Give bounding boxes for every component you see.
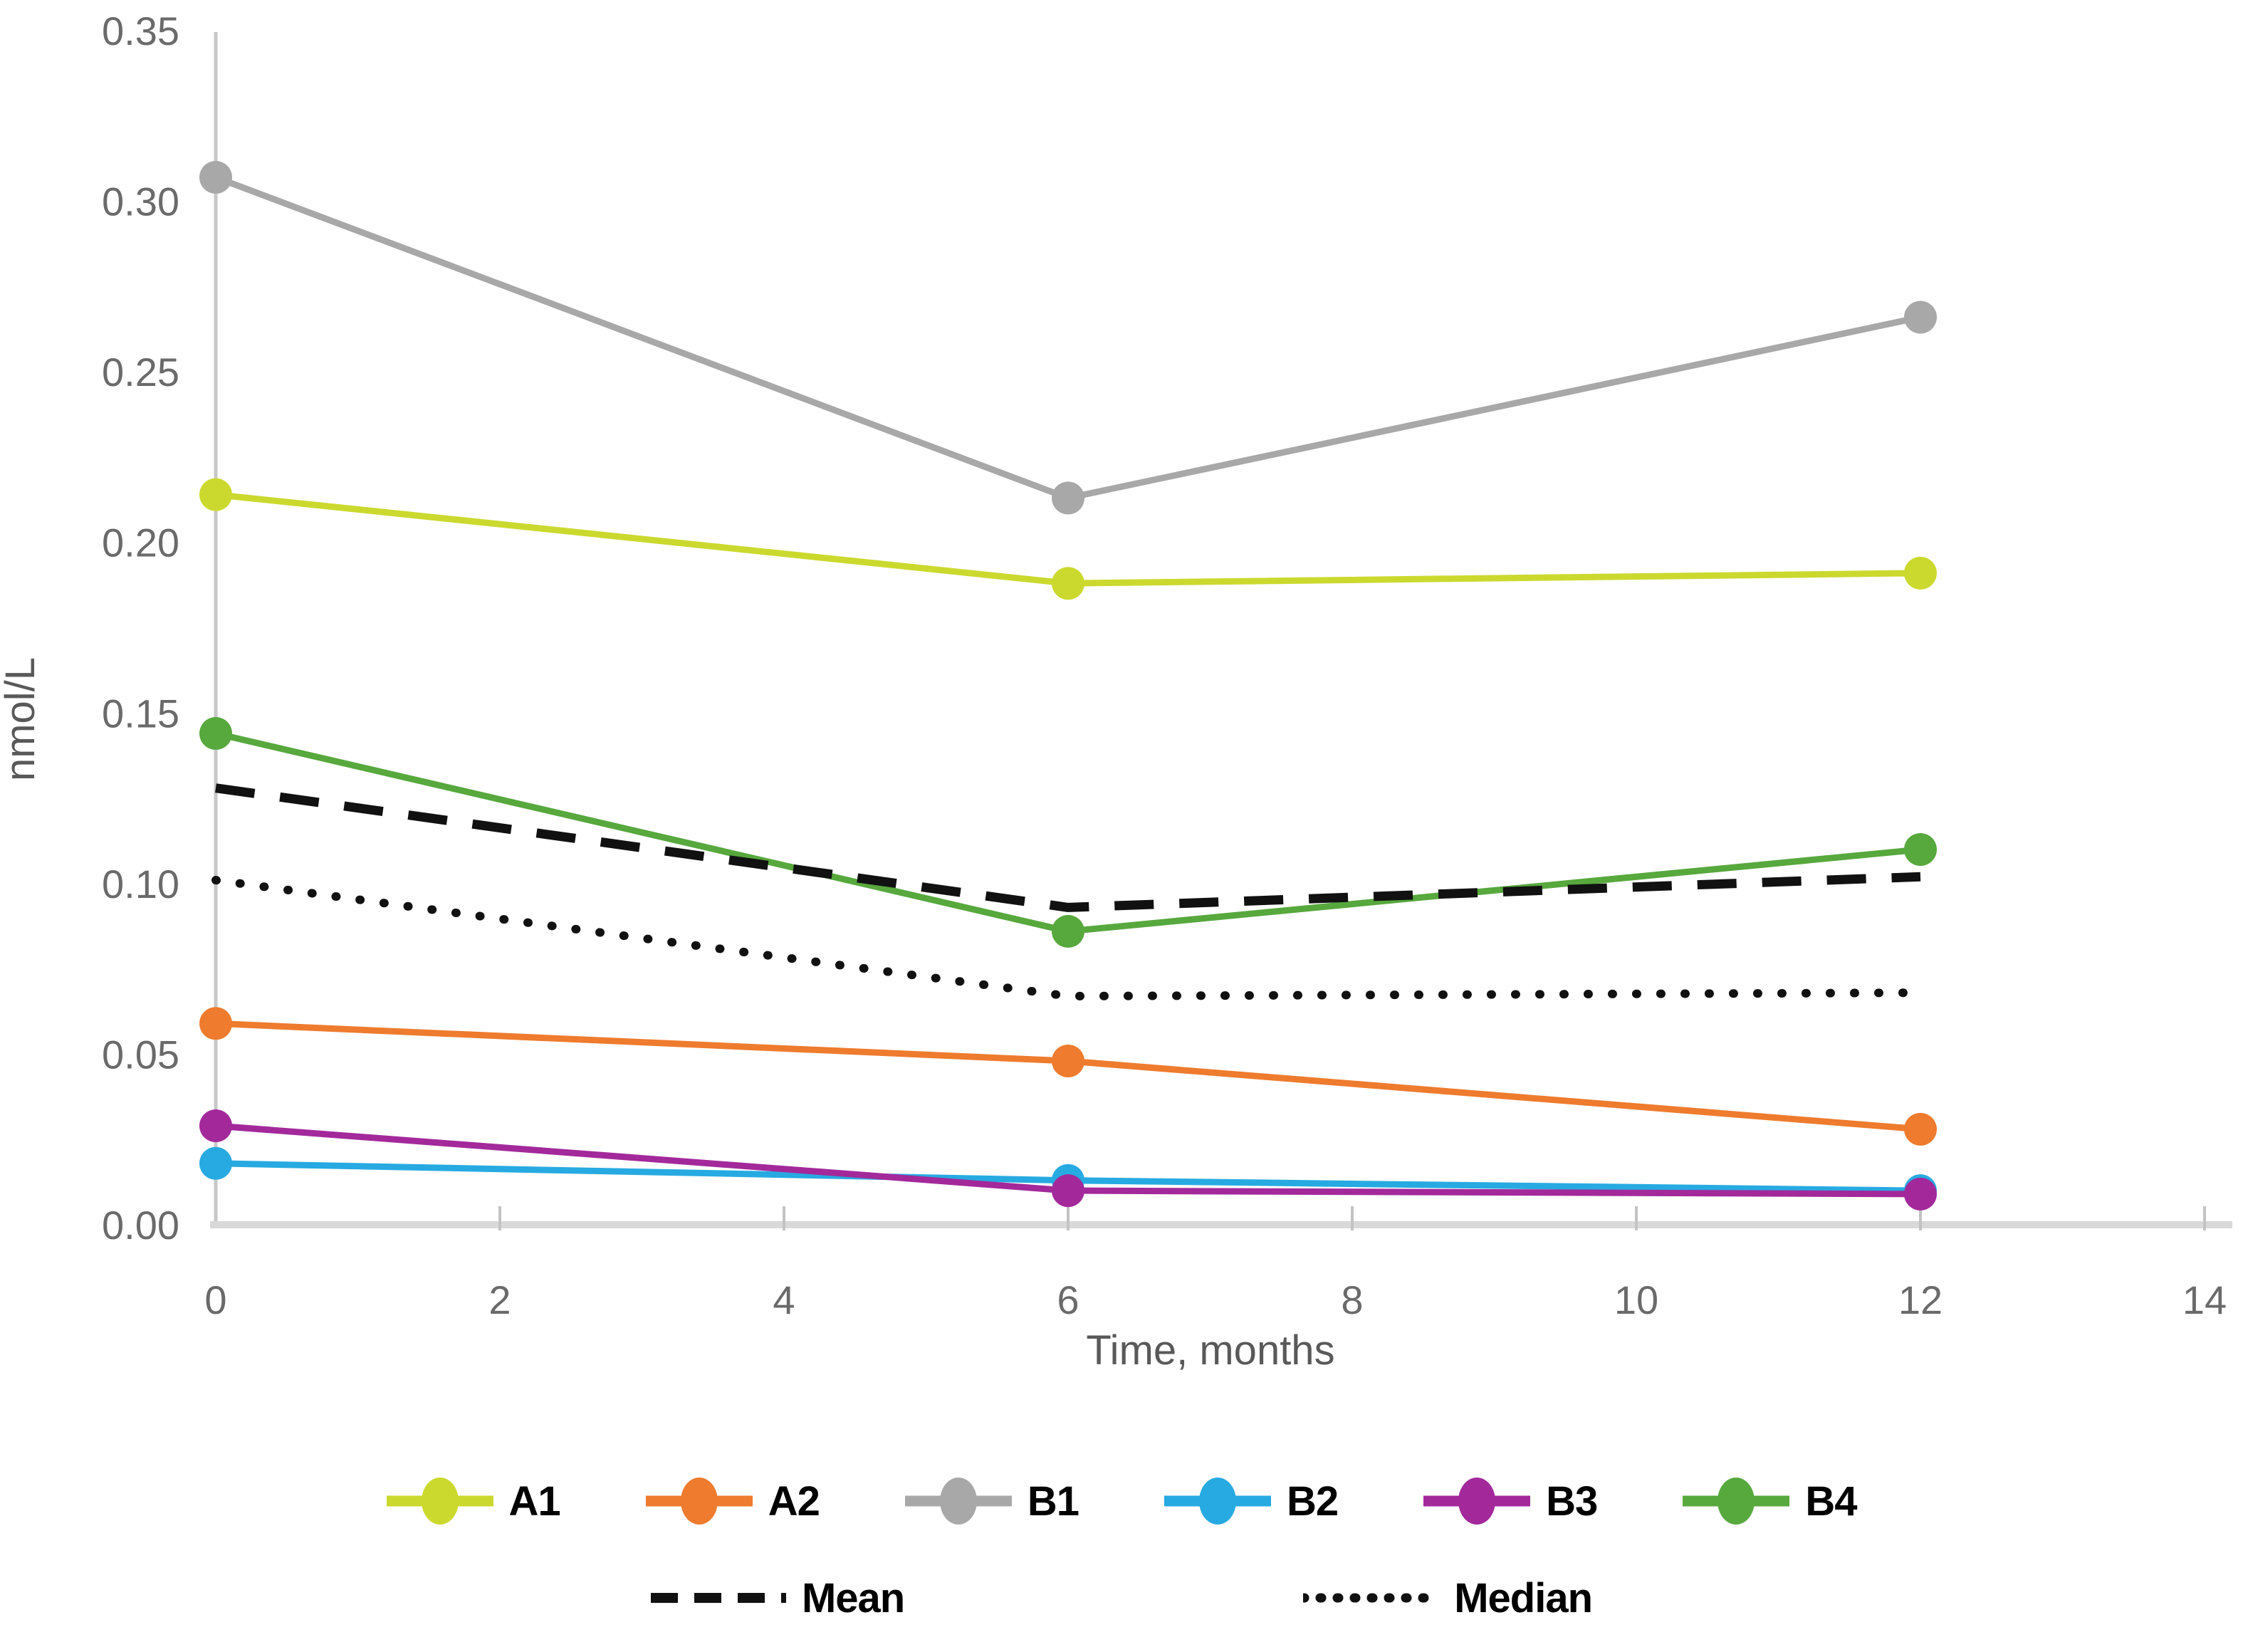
legend-stats-row: Mean Median <box>0 1572 2243 1624</box>
legend-item-B1: B1 <box>904 1475 1079 1527</box>
data-point-A1-month-12 <box>1904 556 1937 590</box>
legend-marker <box>939 1478 977 1525</box>
x-tick-label: 14 <box>2182 1277 2227 1322</box>
legend-item-B4: B4 <box>1683 1475 1857 1527</box>
line-chart-plot: 0 2 4 6 8 10 12 14 0.00 0.05 0.10 0.15 0.20 0.25 0.30 0… <box>0 9 2232 1374</box>
legend-swatch-B1 <box>904 1475 1012 1527</box>
legend-marker <box>421 1478 459 1525</box>
x-tick-label: 2 <box>488 1277 511 1322</box>
data-point-B2-month-0 <box>199 1146 232 1180</box>
x-tick-label: 0 <box>204 1277 226 1322</box>
legend-line-marker-icon <box>1423 1478 1531 1525</box>
series-line-B4 <box>214 730 1921 935</box>
legend-line-marker-icon <box>645 1478 753 1525</box>
legend-line-marker-icon <box>386 1478 493 1525</box>
data-point-B3-month-0 <box>199 1109 232 1143</box>
y-tick-label: 0.00 <box>102 1203 179 1248</box>
y-tick-label: 0.20 <box>102 521 179 565</box>
data-point-A2-month-12 <box>1904 1112 1937 1146</box>
legend-item-median: Median <box>1303 1572 1593 1624</box>
legend-swatch-A2 <box>645 1475 753 1527</box>
legend-label-median: Median <box>1454 1574 1593 1621</box>
y-tick-label: 0.25 <box>102 350 179 394</box>
stat-line-mean <box>215 783 1921 912</box>
legend-marker <box>680 1478 718 1525</box>
x-axis-title: Time, months <box>1086 1327 1334 1374</box>
data-point-B1-month-6 <box>1052 481 1084 515</box>
legend-dashed-line-icon <box>650 1593 786 1603</box>
legend-line-marker-icon <box>904 1478 1012 1525</box>
legend-label-A1: A1 <box>508 1478 561 1525</box>
data-point-B4-month-6 <box>1052 914 1084 948</box>
legend-series-row: A1 A2 B1 B2 B3 B4 <box>0 1475 2243 1527</box>
data-point-A2-month-6 <box>1052 1045 1084 1078</box>
data-point-B3-month-6 <box>1052 1174 1084 1208</box>
legend-swatch-A1 <box>386 1475 493 1527</box>
legend-marker <box>1199 1478 1236 1525</box>
legend-item-A1: A1 <box>386 1475 561 1527</box>
legend-item-B3: B3 <box>1423 1475 1598 1527</box>
legend-item-mean: Mean <box>650 1572 905 1624</box>
legend-marker <box>1717 1478 1755 1525</box>
data-point-A2-month-0 <box>199 1007 232 1040</box>
legend-marker <box>1458 1478 1496 1525</box>
legend-line-marker-icon <box>1683 1478 1790 1525</box>
y-tick-label: 0.35 <box>102 9 179 53</box>
legend-line-marker-icon <box>1164 1478 1271 1525</box>
data-point-B4-month-12 <box>1904 832 1937 866</box>
y-axis-title: nmol/L <box>0 657 43 781</box>
legend-label-A2: A2 <box>768 1478 820 1525</box>
data-point-B3-month-12 <box>1904 1177 1937 1211</box>
y-tick-label: 0.15 <box>102 691 179 736</box>
y-tick-label: 0.30 <box>102 179 179 224</box>
legend-label-B4: B4 <box>1805 1478 1857 1525</box>
y-tick-label: 0.05 <box>102 1032 179 1077</box>
legend-item-B2: B2 <box>1164 1475 1339 1527</box>
legend-label-B3: B3 <box>1546 1478 1598 1525</box>
legend-label-B2: B2 <box>1287 1478 1339 1525</box>
data-point-B1-month-12 <box>1904 300 1937 334</box>
series-line-B1 <box>214 174 1921 501</box>
legend-swatch-mean <box>650 1572 786 1624</box>
legend-swatch-B4 <box>1683 1475 1790 1527</box>
legend-swatch-B3 <box>1423 1475 1531 1527</box>
legend-dotted-line-icon <box>1303 1593 1439 1603</box>
legend-swatch-median <box>1303 1572 1439 1624</box>
x-tick-label: 4 <box>773 1277 795 1322</box>
legend-label-mean: Mean <box>801 1574 905 1621</box>
legend-label-B1: B1 <box>1027 1478 1079 1525</box>
data-point-A1-month-0 <box>199 478 232 511</box>
x-tick-label: 10 <box>1614 1277 1658 1322</box>
x-tick-label: 12 <box>1898 1277 1943 1322</box>
legend-item-A2: A2 <box>645 1475 820 1527</box>
stat-line-median <box>211 876 1925 1000</box>
data-point-B1-month-0 <box>199 161 232 194</box>
y-tick-label: 0.10 <box>102 862 179 906</box>
x-tick-label: 6 <box>1057 1277 1079 1322</box>
x-tick-label: 8 <box>1341 1277 1363 1322</box>
legend-swatch-B2 <box>1164 1475 1271 1527</box>
data-point-A1-month-6 <box>1052 567 1084 600</box>
data-point-B4-month-0 <box>199 717 232 751</box>
